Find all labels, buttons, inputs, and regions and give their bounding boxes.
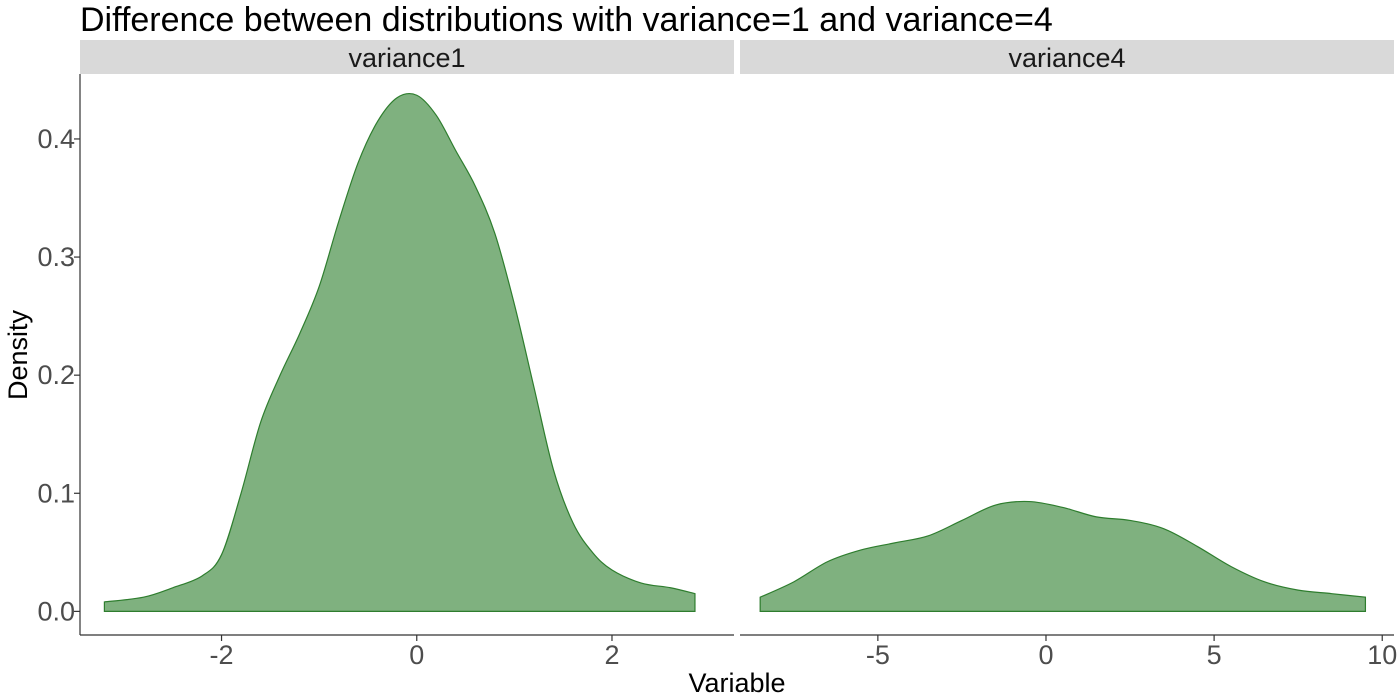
- density-area: [759, 500, 1367, 612]
- density-area: [103, 92, 696, 612]
- panel-variance1: variance1 -2 0 2: [80, 40, 734, 670]
- x-tick-label: 0: [1038, 640, 1053, 670]
- x-tick-label: 10: [1367, 640, 1397, 670]
- facet-strip-label: variance1: [348, 43, 465, 73]
- facet-strip: [80, 40, 734, 74]
- x-tick-label: 5: [1207, 640, 1222, 670]
- x-tick-label: -5: [866, 640, 890, 670]
- y-tick-label: 0.3: [37, 242, 75, 272]
- x-tick-label: -2: [210, 640, 234, 670]
- chart-title: Difference between distributions with va…: [80, 1, 1053, 39]
- y-tick-label: 0.4: [37, 124, 75, 154]
- y-axis: 0.0 0.1 0.2 0.3 0.4: [37, 74, 81, 635]
- facet-strip-label: variance4: [1008, 43, 1125, 73]
- x-axis-title: Variable: [688, 668, 785, 698]
- x-tick-label: 2: [604, 640, 619, 670]
- y-axis-title: Density: [3, 309, 33, 400]
- y-tick-label: 0.1: [37, 478, 75, 508]
- y-tick-label: 0.2: [37, 360, 75, 390]
- x-tick-label: 0: [409, 640, 424, 670]
- y-tick-label: 0.0: [37, 596, 75, 626]
- facet-strip: [740, 40, 1394, 74]
- panel-variance4: variance4 -5 0 5 10: [740, 40, 1397, 670]
